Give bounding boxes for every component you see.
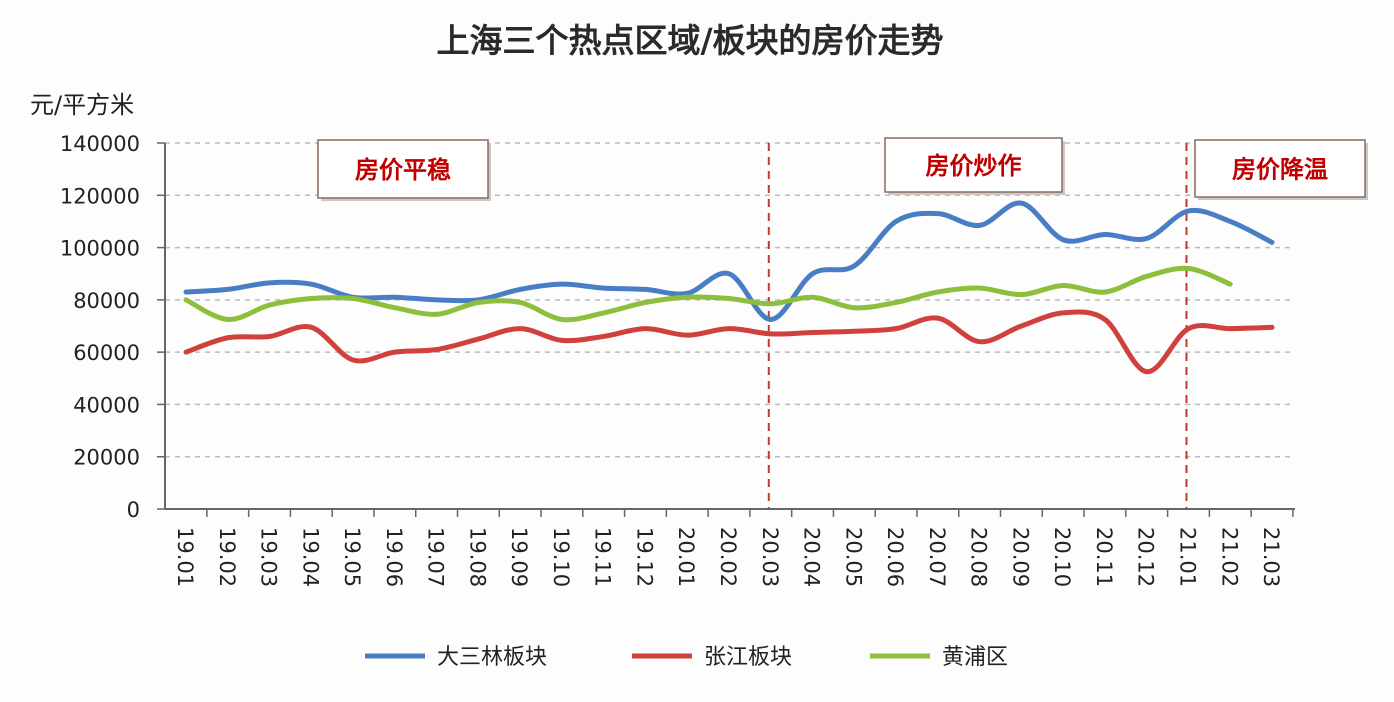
chart-title: 上海三个热点区域/板块的房价走势 (436, 21, 943, 60)
x-tick-label: 20.11 (1092, 527, 1116, 587)
series-line-2 (183, 265, 1233, 323)
y-tick-label: 20000 (73, 446, 140, 470)
x-tick-label: 21.03 (1259, 527, 1283, 587)
x-tick-label: 19.12 (632, 527, 656, 587)
annotation-text: 房价平稳 (355, 156, 451, 184)
x-tick-label: 20.08 (967, 527, 991, 587)
x-tick-label: 20.09 (1008, 527, 1032, 587)
y-tick-label: 80000 (73, 289, 140, 313)
x-tick-label: 20.10 (1050, 527, 1074, 587)
y-tick-label: 40000 (73, 393, 140, 417)
series-line-0 (183, 200, 1275, 322)
x-tick-label: 20.04 (800, 527, 824, 587)
x-tick-label: 19.06 (382, 527, 406, 587)
x-tick-label: 21.02 (1217, 527, 1241, 587)
annotation-box (1194, 139, 1366, 198)
annotation-box (317, 139, 489, 199)
y-tick-label: 0 (127, 498, 140, 522)
legend-label: 张江板块 (704, 645, 792, 670)
x-tick-label: 19.10 (549, 527, 573, 587)
legend-label: 大三林板块 (437, 645, 547, 670)
x-tick-label: 20.12 (1134, 527, 1158, 587)
annotation-text: 房价降温 (1232, 156, 1328, 184)
x-tick-label: 19.05 (340, 527, 364, 587)
x-tick-label: 20.05 (841, 527, 865, 587)
x-tick-label: 19.01 (173, 527, 197, 587)
x-tick-label: 19.11 (591, 527, 615, 587)
annotation-text: 房价炒作 (926, 152, 1022, 180)
y-tick-label: 100000 (60, 237, 140, 261)
x-tick-label: 19.02 (215, 527, 239, 587)
x-tick-label: 19.08 (465, 527, 489, 587)
x-tick-label: 19.09 (507, 527, 531, 587)
x-tick-label: 20.01 (674, 527, 698, 587)
y-tick-label: 60000 (73, 341, 140, 365)
x-tick-label: 19.03 (257, 527, 281, 587)
x-tick-label: 20.02 (716, 527, 740, 587)
y-axis-label: 元/平方米 (30, 91, 134, 119)
y-tick-label: 120000 (60, 184, 140, 208)
x-tick-label: 20.06 (883, 527, 907, 587)
annotation-box (884, 137, 1063, 193)
series-line-1 (183, 309, 1275, 375)
legend-label: 黄浦区 (942, 645, 1008, 670)
x-tick-label: 21.01 (1175, 527, 1199, 587)
x-tick-label: 19.04 (298, 527, 322, 587)
y-tick-label: 140000 (60, 132, 140, 156)
x-tick-label: 20.03 (758, 527, 782, 587)
x-tick-label: 20.07 (925, 527, 949, 587)
x-tick-label: 19.07 (424, 527, 448, 587)
